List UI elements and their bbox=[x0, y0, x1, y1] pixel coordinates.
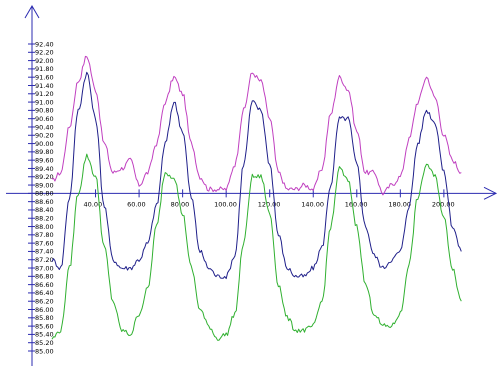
y-tick-label: 91.20 bbox=[35, 90, 54, 98]
y-tick-label: 86.00 bbox=[35, 306, 54, 314]
x-tick-label: 180.00 bbox=[388, 200, 411, 208]
y-tick-label: 87.00 bbox=[35, 264, 54, 272]
y-tick-label: 88.00 bbox=[35, 223, 54, 231]
x-tick-label: 40.00 bbox=[84, 200, 103, 208]
y-axis-arrow bbox=[24, 5, 40, 19]
y-tick-label: 89.80 bbox=[35, 148, 54, 156]
y-tick-label: 86.80 bbox=[35, 273, 54, 281]
x-tick-label: 160.00 bbox=[345, 200, 368, 208]
y-tick-label: 85.40 bbox=[35, 331, 54, 339]
y-tick-label: 88.20 bbox=[35, 215, 54, 223]
x-tick-label: 60.00 bbox=[127, 200, 146, 208]
y-tick-label: 87.80 bbox=[35, 231, 54, 239]
axes bbox=[6, 5, 498, 366]
y-tick-label: 90.00 bbox=[35, 140, 54, 148]
x-axis-arrow bbox=[483, 186, 498, 200]
y-tick-label: 85.00 bbox=[35, 347, 54, 355]
y-tick-label: 88.80 bbox=[35, 190, 54, 198]
y-tick-label: 89.60 bbox=[35, 156, 54, 164]
series-group bbox=[51, 55, 462, 341]
y-tick-label: 90.20 bbox=[35, 132, 54, 140]
y-tick-label: 89.00 bbox=[35, 181, 54, 189]
series-line-2 bbox=[51, 71, 462, 280]
x-tick-label: 200.00 bbox=[432, 200, 455, 208]
y-tick-label: 90.80 bbox=[35, 107, 54, 115]
y-tick-label: 89.40 bbox=[35, 165, 54, 173]
x-tick-label: 120.00 bbox=[258, 200, 281, 208]
series-line-3 bbox=[51, 153, 462, 341]
y-tick-label: 91.60 bbox=[35, 73, 54, 81]
y-tick-label: 92.00 bbox=[35, 57, 54, 65]
y-tick-label: 87.60 bbox=[35, 239, 54, 247]
axis-ticks: 92.4092.2092.0091.8091.6091.4091.2091.00… bbox=[28, 40, 455, 355]
y-tick-label: 85.20 bbox=[35, 339, 54, 347]
y-tick-label: 88.60 bbox=[35, 198, 54, 206]
y-tick-label: 85.60 bbox=[35, 322, 54, 330]
x-tick-label: 140.00 bbox=[301, 200, 324, 208]
y-tick-label: 91.40 bbox=[35, 82, 54, 90]
series-line-1 bbox=[51, 55, 462, 196]
y-tick-label: 87.20 bbox=[35, 256, 54, 264]
y-tick-label: 90.40 bbox=[35, 123, 54, 131]
y-tick-label: 86.60 bbox=[35, 281, 54, 289]
y-tick-label: 87.40 bbox=[35, 248, 54, 256]
y-tick-label: 92.40 bbox=[35, 40, 54, 48]
y-tick-label: 86.20 bbox=[35, 298, 54, 306]
y-tick-label: 91.80 bbox=[35, 65, 54, 73]
y-tick-label: 85.80 bbox=[35, 314, 54, 322]
y-tick-label: 89.20 bbox=[35, 173, 54, 181]
y-tick-label: 86.40 bbox=[35, 289, 54, 297]
x-tick-label: 100.00 bbox=[214, 200, 237, 208]
y-tick-label: 88.40 bbox=[35, 206, 54, 214]
y-tick-label: 90.60 bbox=[35, 115, 54, 123]
y-tick-label: 92.20 bbox=[35, 49, 54, 57]
y-tick-label: 91.00 bbox=[35, 98, 54, 106]
